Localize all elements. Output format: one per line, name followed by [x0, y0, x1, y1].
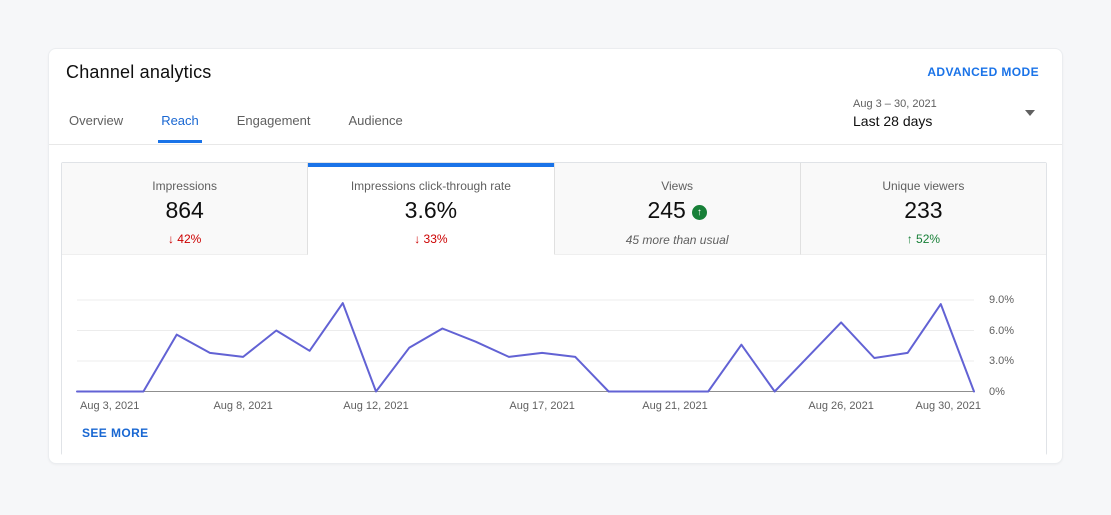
- metric-card-unique-viewers[interactable]: Unique viewers 233 ↑ 52%: [800, 163, 1046, 255]
- metric-label: Impressions click-through rate: [350, 179, 511, 193]
- y-axis-tick-label: 9.0%: [989, 294, 1015, 306]
- analytics-tabs: Overview Reach Engagement Audience: [66, 113, 406, 143]
- metric-value-number: 245: [647, 197, 686, 223]
- metric-value: 233: [904, 197, 943, 223]
- ctr-line-chart: SEE MORE 0% 3.0% 6.0% 9.0% Aug 3, 2021 Aug 8,…: [62, 255, 1046, 455]
- y-axis-tick-label: 3.0%: [989, 355, 1015, 367]
- x-axis-tick-label: Aug 3, 2021: [80, 400, 140, 412]
- date-range-label: Aug 3 – 30, 2021: [853, 97, 937, 110]
- reach-metrics-panel: Impressions 864 ↓ 42% Impressions click-…: [61, 162, 1047, 455]
- y-axis-tick-label: 6.0%: [989, 325, 1015, 337]
- see-more-link[interactable]: SEE MORE: [82, 426, 149, 440]
- metric-label: Impressions: [152, 179, 217, 193]
- x-axis-tick-label: Aug 17, 2021: [509, 400, 575, 412]
- metric-delta: ↑ 52%: [801, 232, 1046, 246]
- x-axis-tick-label: Aug 8, 2021: [213, 400, 273, 412]
- metric-value: 245 ↑: [555, 197, 800, 224]
- caret-down-icon: [1025, 110, 1035, 116]
- tab-audience[interactable]: Audience: [348, 113, 403, 128]
- y-axis-tick-label: 0%: [989, 386, 1005, 398]
- tab-reach[interactable]: Reach: [158, 113, 202, 143]
- up-arrow-circle-icon: ↑: [691, 205, 707, 220]
- up-arrow-icon: ↑: [906, 232, 913, 246]
- delta-percent: 42%: [177, 232, 202, 246]
- active-card-indicator: [308, 163, 554, 167]
- metric-value: 3.6%: [404, 197, 458, 223]
- delta-percent: 52%: [916, 232, 941, 246]
- advanced-mode-button[interactable]: ADVANCED MODE: [927, 65, 1039, 79]
- metric-delta: ↓ 33%: [308, 232, 553, 246]
- page-title: Channel analytics: [66, 62, 212, 82]
- metric-card-views[interactable]: Views 245 ↑ 45 more than usual: [554, 163, 801, 255]
- metric-value: 864: [165, 197, 204, 223]
- date-range-text: Aug 3 – 30, 2021 Last 28 days: [853, 97, 937, 130]
- metric-card-impressions[interactable]: Impressions 864 ↓ 42%: [62, 163, 309, 255]
- down-arrow-icon: ↓: [414, 232, 421, 246]
- date-range-picker[interactable]: Aug 3 – 30, 2021 Last 28 days: [853, 93, 1039, 133]
- metric-delta: ↓ 42%: [62, 232, 307, 246]
- tab-engagement[interactable]: Engagement: [236, 113, 311, 128]
- x-axis-tick-label: Aug 26, 2021: [808, 400, 874, 412]
- ctr-line-chart-svg: [76, 299, 975, 393]
- down-arrow-icon: ↓: [167, 232, 174, 246]
- x-axis-tick-label: Aug 21, 2021: [642, 400, 708, 412]
- metric-card-impressions-ctr[interactable]: Impressions click-through rate 3.6% ↓ 33…: [308, 163, 555, 255]
- metric-cards-row: Impressions 864 ↓ 42% Impressions click-…: [62, 163, 1046, 255]
- x-axis-tick-label: Aug 30, 2021: [915, 400, 981, 412]
- metric-subtitle: 45 more than usual: [625, 233, 729, 247]
- date-preset-label: Last 28 days: [853, 112, 933, 129]
- delta-percent: 33%: [423, 232, 448, 246]
- metric-label: Unique viewers: [882, 179, 965, 193]
- tabs-divider: [49, 144, 1062, 145]
- x-axis-tick-label: Aug 12, 2021: [343, 400, 409, 412]
- tab-overview[interactable]: Overview: [69, 113, 124, 128]
- channel-analytics-card: Channel analytics ADVANCED MODE Overview…: [48, 48, 1063, 464]
- metric-label: Views: [661, 179, 694, 193]
